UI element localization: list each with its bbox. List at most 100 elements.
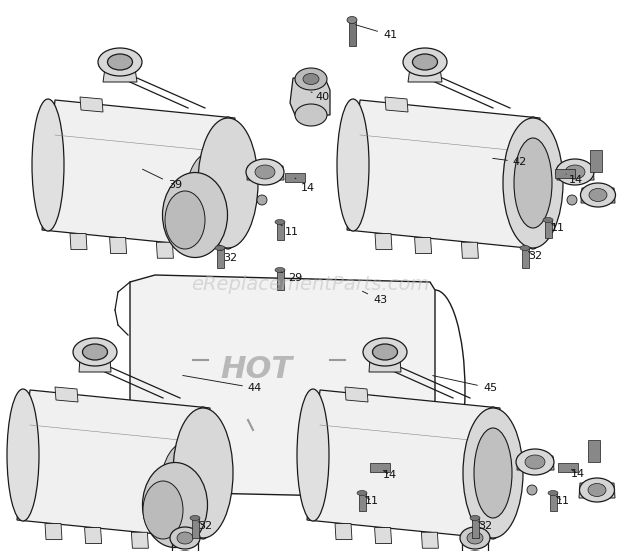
Text: 32: 32 [528, 251, 542, 261]
Ellipse shape [32, 99, 64, 231]
Text: 14: 14 [383, 470, 397, 480]
Ellipse shape [162, 172, 228, 257]
Ellipse shape [198, 118, 258, 248]
Bar [277, 270, 283, 290]
Ellipse shape [503, 118, 563, 248]
Ellipse shape [190, 516, 200, 521]
Ellipse shape [143, 462, 208, 548]
Polygon shape [84, 527, 102, 543]
Ellipse shape [463, 408, 523, 538]
Bar [349, 20, 356, 46]
Ellipse shape [467, 532, 483, 544]
Ellipse shape [82, 344, 107, 360]
Bar [285, 172, 305, 181]
Polygon shape [374, 527, 392, 543]
Ellipse shape [143, 481, 183, 539]
Ellipse shape [275, 219, 285, 224]
Ellipse shape [517, 117, 549, 249]
Ellipse shape [520, 246, 530, 251]
Ellipse shape [589, 188, 607, 202]
Text: HOT: HOT [220, 355, 292, 385]
Text: 32: 32 [198, 521, 212, 531]
Ellipse shape [363, 338, 407, 366]
Ellipse shape [73, 338, 117, 366]
Polygon shape [517, 456, 554, 470]
Ellipse shape [173, 408, 233, 538]
Polygon shape [307, 390, 500, 538]
Ellipse shape [470, 516, 480, 521]
Ellipse shape [107, 54, 133, 70]
Ellipse shape [514, 138, 552, 228]
Text: 11: 11 [556, 496, 570, 506]
Ellipse shape [516, 449, 554, 475]
Text: 40: 40 [311, 92, 329, 102]
Polygon shape [385, 97, 408, 112]
Polygon shape [347, 100, 540, 248]
Ellipse shape [98, 48, 142, 76]
Polygon shape [461, 242, 479, 258]
Ellipse shape [170, 527, 200, 549]
Polygon shape [80, 97, 103, 112]
Ellipse shape [337, 99, 369, 231]
Ellipse shape [548, 490, 558, 495]
Ellipse shape [255, 165, 275, 179]
Polygon shape [55, 387, 78, 402]
Text: 44: 44 [183, 375, 262, 393]
Bar [558, 462, 578, 472]
Polygon shape [581, 188, 615, 203]
Polygon shape [408, 68, 442, 82]
Polygon shape [131, 532, 148, 548]
Text: 32: 32 [221, 250, 237, 263]
Bar [588, 440, 600, 462]
Text: 11: 11 [281, 225, 299, 237]
Ellipse shape [460, 527, 490, 549]
Ellipse shape [403, 48, 447, 76]
Bar [216, 248, 223, 268]
Polygon shape [156, 242, 174, 258]
Ellipse shape [297, 389, 329, 521]
Polygon shape [79, 358, 111, 372]
Polygon shape [369, 358, 401, 372]
Polygon shape [579, 483, 615, 498]
Polygon shape [103, 68, 137, 82]
Text: 43: 43 [363, 291, 387, 305]
Bar [471, 518, 479, 538]
Text: 45: 45 [433, 376, 497, 393]
Ellipse shape [7, 389, 39, 521]
Polygon shape [290, 78, 330, 115]
Ellipse shape [177, 532, 193, 544]
Polygon shape [345, 387, 368, 402]
Polygon shape [17, 390, 210, 538]
Ellipse shape [565, 165, 585, 179]
Polygon shape [557, 166, 594, 180]
Ellipse shape [275, 267, 285, 273]
Bar [277, 222, 283, 240]
Ellipse shape [212, 117, 244, 249]
Bar [370, 462, 390, 472]
Polygon shape [247, 166, 284, 180]
Text: 41: 41 [356, 25, 397, 40]
Text: 14: 14 [295, 178, 315, 193]
Ellipse shape [295, 68, 327, 90]
Ellipse shape [246, 159, 284, 185]
Ellipse shape [295, 104, 327, 126]
Ellipse shape [165, 191, 205, 249]
Ellipse shape [373, 344, 397, 360]
Ellipse shape [527, 485, 537, 495]
Text: 42: 42 [493, 157, 527, 167]
Ellipse shape [580, 478, 614, 502]
Ellipse shape [303, 73, 319, 84]
Ellipse shape [567, 195, 577, 205]
Text: 11: 11 [551, 223, 565, 233]
Bar [521, 248, 528, 268]
Text: 11: 11 [365, 496, 379, 506]
Polygon shape [70, 234, 87, 250]
Text: 14: 14 [566, 174, 583, 185]
Polygon shape [335, 523, 352, 539]
Bar [590, 150, 602, 172]
Ellipse shape [412, 54, 438, 70]
Ellipse shape [588, 483, 606, 496]
Polygon shape [415, 237, 432, 253]
Polygon shape [375, 234, 392, 250]
Polygon shape [422, 532, 438, 548]
